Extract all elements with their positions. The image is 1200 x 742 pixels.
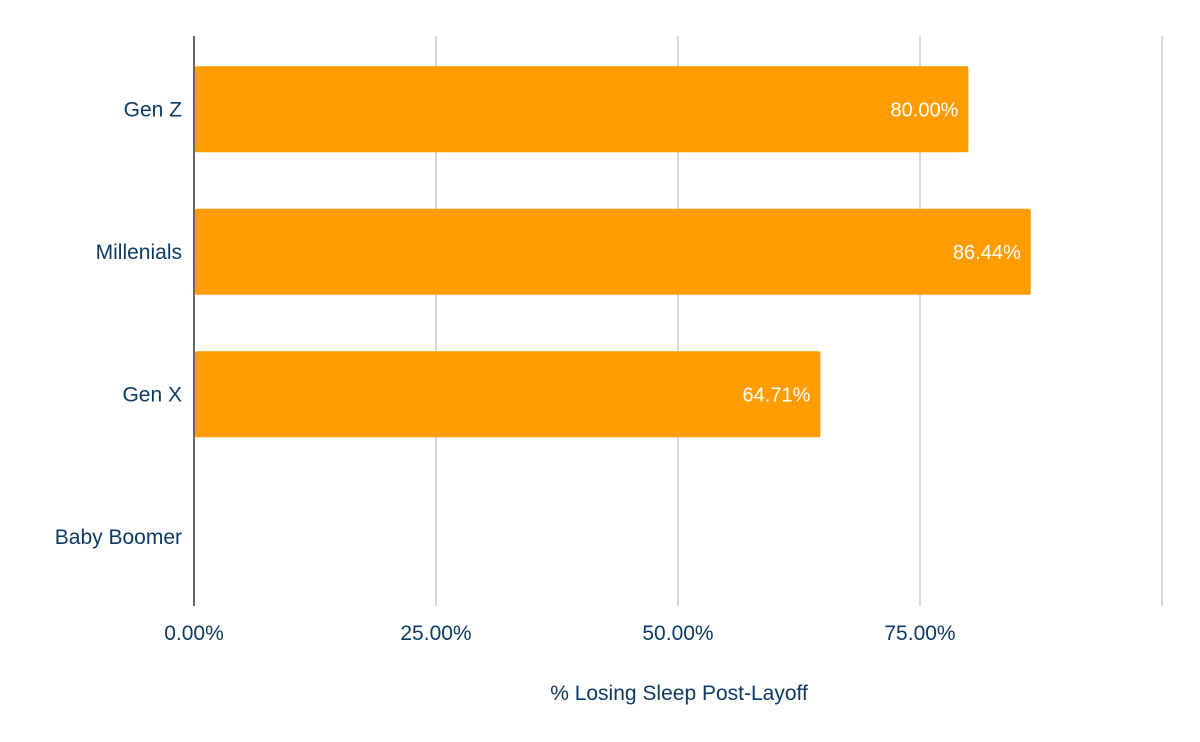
category-label-1: Millenials — [96, 241, 182, 264]
category-label-2: Gen X — [122, 383, 182, 406]
bar-2 — [195, 351, 821, 438]
x-tick-label-0: 0.00% — [164, 622, 224, 645]
category-label-3: Baby Boomer — [55, 526, 182, 549]
data-label-1: 86.44% — [953, 242, 1021, 264]
data-label-2: 64.71% — [743, 384, 811, 406]
x-axis-title: % Losing Sleep Post-Layoff — [550, 682, 808, 705]
bar-0 — [195, 66, 969, 153]
bars: 80.00% 86.44% 64.71% — [195, 66, 1031, 438]
x-tick-label-2: 50.00% — [642, 622, 713, 645]
category-label-0: Gen Z — [124, 98, 183, 121]
category-labels: Gen Z Millenials Gen X Baby Boomer — [55, 98, 182, 549]
data-label-0: 80.00% — [891, 99, 959, 121]
bar-1 — [195, 208, 1031, 295]
x-tick-label-3: 75.00% — [884, 622, 955, 645]
x-tick-label-1: 25.00% — [400, 622, 471, 645]
x-tick-labels: 0.00% 25.00% 50.00% 75.00% — [164, 622, 955, 645]
